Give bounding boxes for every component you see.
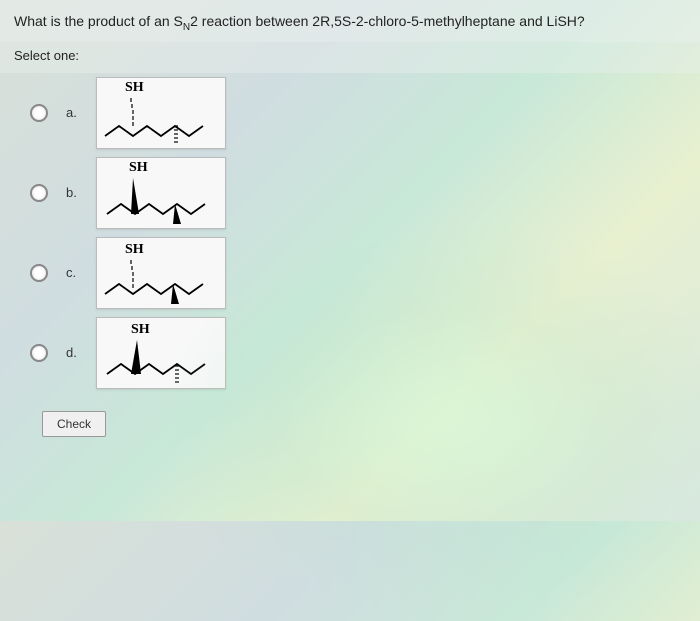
options-list: a. SH b. SH bbox=[0, 73, 700, 389]
radio-d[interactable] bbox=[30, 344, 48, 362]
sh-label-a: SH bbox=[125, 80, 144, 96]
option-c[interactable]: c. SH bbox=[30, 237, 700, 309]
radio-b[interactable] bbox=[30, 184, 48, 202]
molecule-b-svg bbox=[97, 158, 227, 230]
question-prefix: What is the product of an S bbox=[14, 13, 183, 29]
structure-a: SH bbox=[96, 77, 226, 149]
molecule-c-svg bbox=[97, 238, 227, 310]
option-a[interactable]: a. SH bbox=[30, 77, 700, 149]
structure-d: SH bbox=[96, 317, 226, 389]
option-label-b: b. bbox=[66, 185, 82, 200]
option-label-c: c. bbox=[66, 265, 82, 280]
radio-c[interactable] bbox=[30, 264, 48, 282]
option-label-a: a. bbox=[66, 105, 82, 120]
structure-b: SH bbox=[96, 157, 226, 229]
question-mid: 2 reaction between 2R,5S-2-chloro-5-meth… bbox=[190, 13, 585, 29]
sh-label-b: SH bbox=[129, 160, 148, 176]
molecule-d-svg bbox=[97, 318, 227, 390]
sh-label-d: SH bbox=[131, 322, 150, 338]
question-area: What is the product of an SN2 reaction b… bbox=[0, 0, 700, 42]
select-one-label: Select one: bbox=[0, 42, 700, 73]
sh-label-c: SH bbox=[125, 242, 144, 258]
question-text: What is the product of an SN2 reaction b… bbox=[14, 12, 686, 34]
radio-a[interactable] bbox=[30, 104, 48, 122]
option-d[interactable]: d. SH bbox=[30, 317, 700, 389]
structure-c: SH bbox=[96, 237, 226, 309]
check-button[interactable]: Check bbox=[42, 411, 106, 437]
molecule-a-svg bbox=[97, 78, 227, 150]
option-label-d: d. bbox=[66, 345, 82, 360]
option-b[interactable]: b. SH bbox=[30, 157, 700, 229]
